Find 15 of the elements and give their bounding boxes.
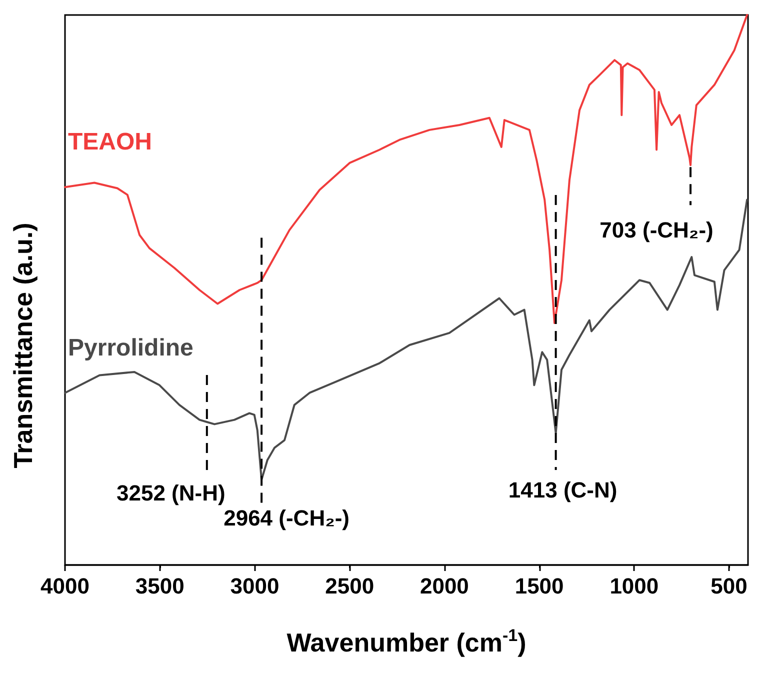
annotation: 3252 (N-H) (116, 480, 226, 506)
series-label: TEAOH (68, 128, 152, 156)
x-tick-label: 3500 (135, 574, 184, 598)
series-label: Pyrrolidine (68, 334, 194, 362)
x-tick-label: 2000 (420, 574, 469, 598)
x-tick-label: 500 (710, 574, 748, 598)
x-tick-label: 1000 (610, 574, 659, 598)
x-tick-label: 4000 (40, 574, 90, 598)
x-tick-label: 1500 (514, 574, 564, 598)
annotation: 2964 (-CH₂-) (224, 505, 350, 530)
y-axis-title: Transmittance (a.u.) (8, 222, 38, 468)
x-tick-label: 2500 (325, 574, 374, 598)
annotation: 1413 (C-N) (508, 478, 618, 502)
x-tick-label: 3000 (230, 574, 280, 598)
annotation: 703 (-CH₂-) (600, 218, 714, 243)
